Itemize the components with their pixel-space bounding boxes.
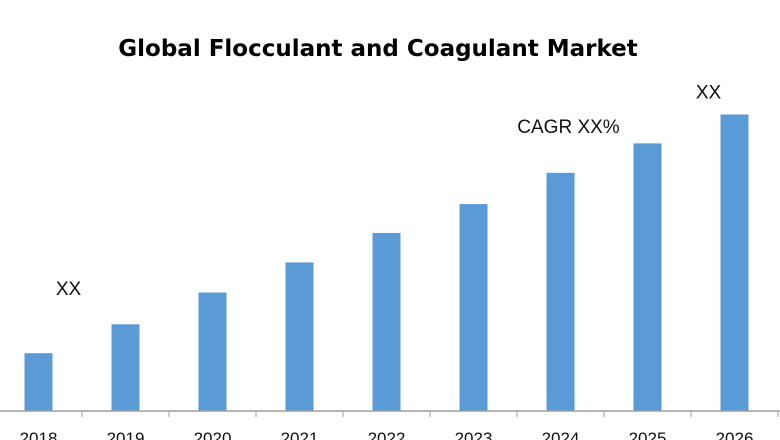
x-tick-label: 2026 [716,429,754,440]
x-tick-label: 2024 [542,429,580,440]
x-tick-label: 2025 [629,429,667,440]
bar-2023 [459,204,488,411]
bar-2024 [546,172,575,411]
bar-2025 [633,143,662,412]
bar-2022 [372,232,401,411]
annotation-label: XX [56,279,82,300]
bar-2026 [720,114,749,412]
annotations: XX CAGR XX% XX [56,82,722,300]
chart-title: Global Flocculant and Coagulant Market [118,36,638,62]
x-tick-label: 2018 [20,429,58,440]
bar-2020 [198,292,227,411]
x-tick-labels: 2018 2019 2020 2021 2022 2023 2024 2025 2026 [20,411,779,440]
x-tick-label: 2022 [368,429,406,440]
bar-2019 [111,324,140,411]
annotation-label: CAGR XX% [517,117,620,138]
x-tick-label: 2023 [455,429,493,440]
annotation-label: XX [696,82,722,103]
x-tick-label: 2020 [194,429,232,440]
bar-2021 [285,262,314,411]
x-tick-label: 2021 [281,429,319,440]
bars-group [24,114,749,412]
bar-2018 [24,353,53,411]
x-tick-label: 2019 [107,429,145,440]
